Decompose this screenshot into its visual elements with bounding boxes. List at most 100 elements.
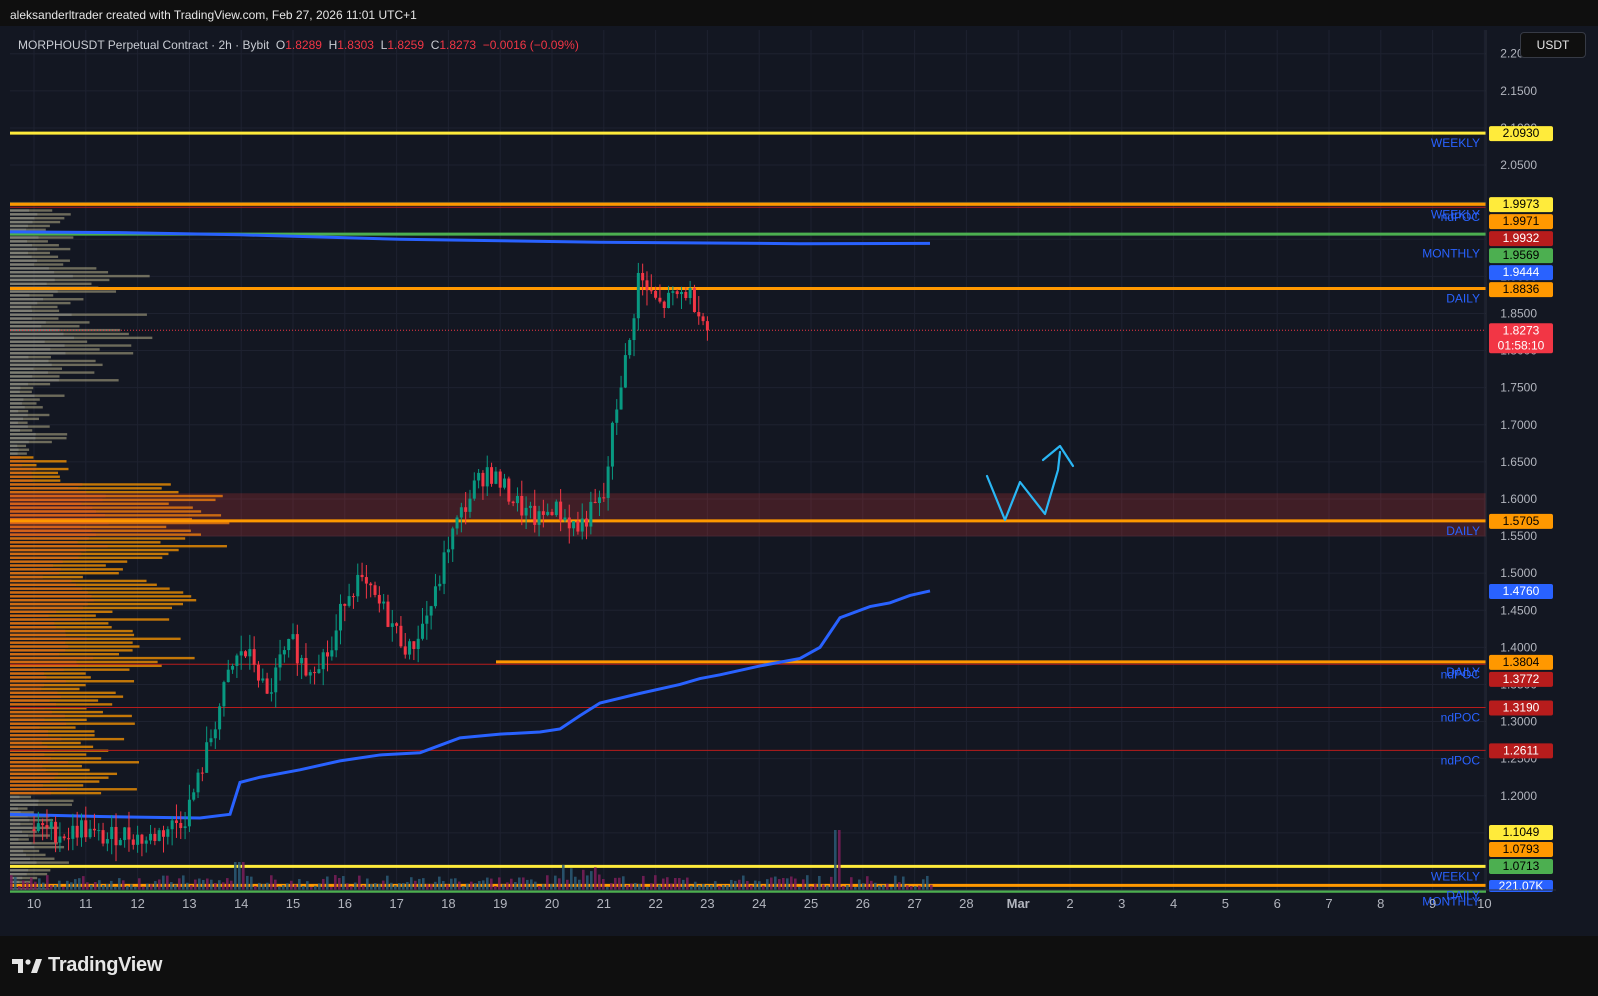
volume-profile-bar — [10, 845, 35, 849]
volume-profile-bar — [10, 421, 28, 424]
volume-profile-bar — [10, 340, 45, 343]
volume-bar — [14, 877, 17, 890]
volume-profile-bar — [10, 703, 113, 706]
volume-bar — [18, 886, 21, 890]
candle-body — [157, 830, 161, 841]
volume-profile-bar — [10, 710, 103, 714]
volume-bar — [134, 886, 137, 890]
price-tag — [1489, 825, 1553, 840]
volume-profile-bar — [10, 695, 124, 698]
volume-profile-bar — [10, 251, 50, 255]
time-tick-label: 7 — [1325, 896, 1332, 911]
volume-bar — [810, 886, 813, 890]
volume-bar — [438, 876, 441, 890]
tradingview-logo[interactable]: TradingView — [12, 954, 162, 977]
candle-body — [589, 501, 593, 527]
time-tick-label: 10 — [1477, 896, 1491, 911]
candle-body — [546, 511, 550, 515]
volume-bar — [682, 879, 685, 890]
volume-bar — [750, 885, 753, 890]
volume-bar — [274, 879, 277, 890]
volume-profile-bar — [10, 772, 59, 776]
candle-body — [684, 291, 688, 299]
price-tick-label: 1.7500 — [1500, 381, 1537, 395]
chart-frame[interactable]: 2.20002.15002.10002.05002.00001.95001.90… — [0, 26, 1598, 936]
volume-profile-bar — [10, 514, 105, 517]
volume-bar — [370, 884, 373, 890]
volume-profile-bar — [10, 575, 43, 579]
volume-profile-bar — [10, 745, 48, 749]
volume-bar — [694, 881, 697, 890]
time-tick-label: 4 — [1170, 896, 1177, 911]
volume-bar — [102, 885, 105, 890]
volume-profile-bar — [10, 676, 47, 679]
volume-bar — [878, 885, 881, 890]
volume-profile-bar — [10, 552, 169, 556]
volume-profile-bar — [10, 691, 58, 695]
candle-body — [110, 826, 114, 840]
volume-profile-bar — [10, 344, 132, 347]
volume-bar — [906, 885, 909, 890]
candle-body — [36, 823, 40, 832]
volume-profile-bar — [10, 645, 69, 648]
candle-body — [645, 280, 649, 291]
volume-bar — [254, 885, 257, 890]
volume-profile-bar — [10, 382, 29, 386]
volume-profile-bar — [10, 228, 46, 231]
volume-profile-bar — [10, 379, 119, 382]
candle-body — [451, 528, 455, 550]
volume-profile-bar — [10, 309, 33, 313]
price-tag — [1489, 214, 1553, 230]
volume-profile-bar — [10, 579, 72, 583]
volume-profile-bar — [10, 213, 71, 216]
volume-profile-bar — [10, 224, 28, 228]
volume-bar — [702, 883, 705, 890]
candle-body — [265, 678, 269, 694]
volume-bar — [38, 878, 41, 890]
level-label: WEEKLY — [1431, 207, 1480, 221]
volume-profile-bar — [10, 872, 27, 876]
volume-profile-bar — [10, 668, 64, 671]
volume-bar — [670, 883, 673, 890]
candle-body — [563, 517, 567, 521]
volume-bar — [726, 885, 729, 890]
candle-body — [585, 518, 589, 527]
price-tag — [1489, 197, 1553, 213]
volume-profile-bar — [10, 637, 87, 640]
volume-profile-bar — [10, 398, 24, 401]
candle-body — [671, 291, 675, 293]
candle-body — [140, 834, 144, 844]
volume-profile-bar — [10, 390, 20, 394]
volume-bar — [510, 878, 513, 890]
volume-bar — [350, 886, 353, 890]
volume-profile-bar — [10, 413, 28, 417]
volume-bar — [502, 884, 505, 890]
volume-bar — [238, 862, 241, 890]
volume-profile-bar — [10, 618, 82, 621]
volume-profile-bar — [10, 267, 97, 270]
volume-bar — [294, 884, 297, 890]
price-tag — [1489, 513, 1553, 529]
candle-body — [705, 321, 709, 331]
candle-body — [166, 829, 170, 837]
volume-profile-bar — [10, 255, 32, 259]
time-tick-label: 28 — [959, 896, 973, 911]
volume-profile-bar — [10, 768, 90, 772]
candle-body — [282, 650, 286, 655]
volume-profile-bar — [10, 656, 195, 660]
volume-profile-bar — [10, 224, 50, 228]
volume-profile-bar — [10, 386, 21, 390]
currency-button[interactable]: USDT — [1520, 32, 1586, 58]
volume-bar — [846, 885, 849, 890]
candle-body — [464, 507, 468, 512]
volume-bar — [690, 885, 693, 890]
price-tick-label: 2.1500 — [1500, 84, 1537, 98]
level-label: DAILY — [1446, 524, 1480, 538]
volume-bar — [714, 881, 717, 890]
volume-bar — [298, 879, 301, 890]
candles — [32, 262, 709, 862]
price-chart[interactable]: 2.20002.15002.10002.05002.00001.95001.90… — [0, 26, 1598, 936]
volume-bar — [530, 879, 533, 890]
volume-profile-bar — [10, 618, 170, 621]
volume-bar — [910, 886, 913, 890]
